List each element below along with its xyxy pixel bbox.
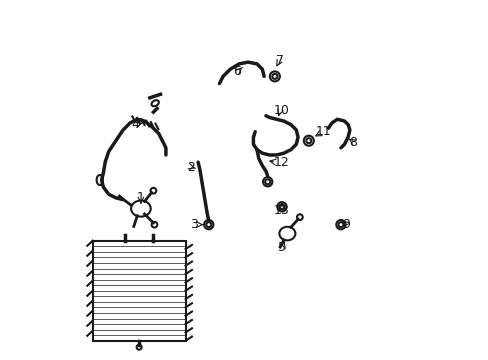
Text: 6: 6 xyxy=(233,64,241,77)
Text: 7: 7 xyxy=(276,54,284,67)
Text: 1: 1 xyxy=(137,192,144,204)
Text: 5: 5 xyxy=(278,241,285,255)
Text: 8: 8 xyxy=(349,136,357,149)
Text: 10: 10 xyxy=(273,104,289,117)
Text: 4: 4 xyxy=(131,118,139,131)
Bar xyxy=(93,241,185,341)
Text: 9: 9 xyxy=(342,218,349,231)
Text: 11: 11 xyxy=(315,125,330,138)
Text: 3: 3 xyxy=(190,218,198,231)
Text: 13: 13 xyxy=(274,204,289,217)
Text: 2: 2 xyxy=(186,161,194,174)
Text: 12: 12 xyxy=(274,156,289,168)
